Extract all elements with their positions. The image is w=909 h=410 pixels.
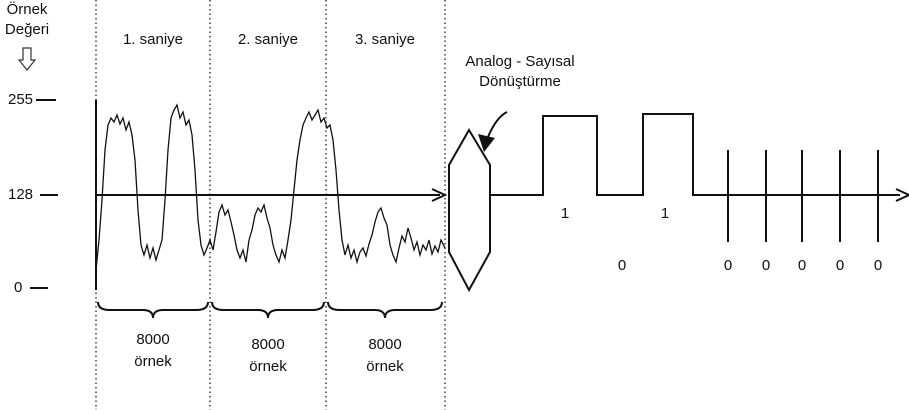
signal-arrowhead	[895, 188, 909, 202]
second-label: 1. saniye	[123, 31, 183, 48]
sample-unit: örnek	[249, 358, 287, 375]
tick-label: 255	[8, 91, 33, 108]
bit-label: 1	[561, 205, 569, 222]
sample-count: 8000	[251, 336, 284, 353]
sample-unit: örnek	[366, 358, 404, 375]
bit-label: 1	[661, 205, 669, 222]
converter-label: Analog - Sayısal	[465, 53, 574, 70]
digital-signal	[490, 113, 900, 196]
tick-marks	[30, 99, 58, 289]
tick-label: 0	[14, 279, 22, 296]
bit-label: 0	[724, 257, 732, 274]
braces	[97, 301, 443, 319]
bit-label: 0	[762, 257, 770, 274]
converter-arrowhead	[478, 134, 495, 152]
sample-count: 8000	[368, 336, 401, 353]
axis-title: Örnek	[7, 0, 48, 18]
axis-title: Değeri	[5, 21, 49, 38]
bit-label: 0	[874, 257, 882, 274]
sample-unit: örnek	[134, 353, 172, 370]
x-axis-arrow	[96, 188, 448, 202]
analog-waveform	[95, 103, 446, 271]
tick-label: 128	[8, 186, 33, 203]
bit-ticks	[727, 150, 879, 242]
converter-block	[448, 128, 491, 293]
down-arrow-icon	[17, 47, 37, 71]
bit-label: 0	[618, 257, 626, 274]
second-label: 2. saniye	[238, 31, 298, 48]
bit-label: 0	[836, 257, 844, 274]
dividers	[95, 0, 446, 410]
sample-count: 8000	[136, 331, 169, 348]
bit-label: 0	[798, 257, 806, 274]
second-label: 3. saniye	[355, 31, 415, 48]
converter-label: Dönüştürme	[479, 73, 561, 90]
